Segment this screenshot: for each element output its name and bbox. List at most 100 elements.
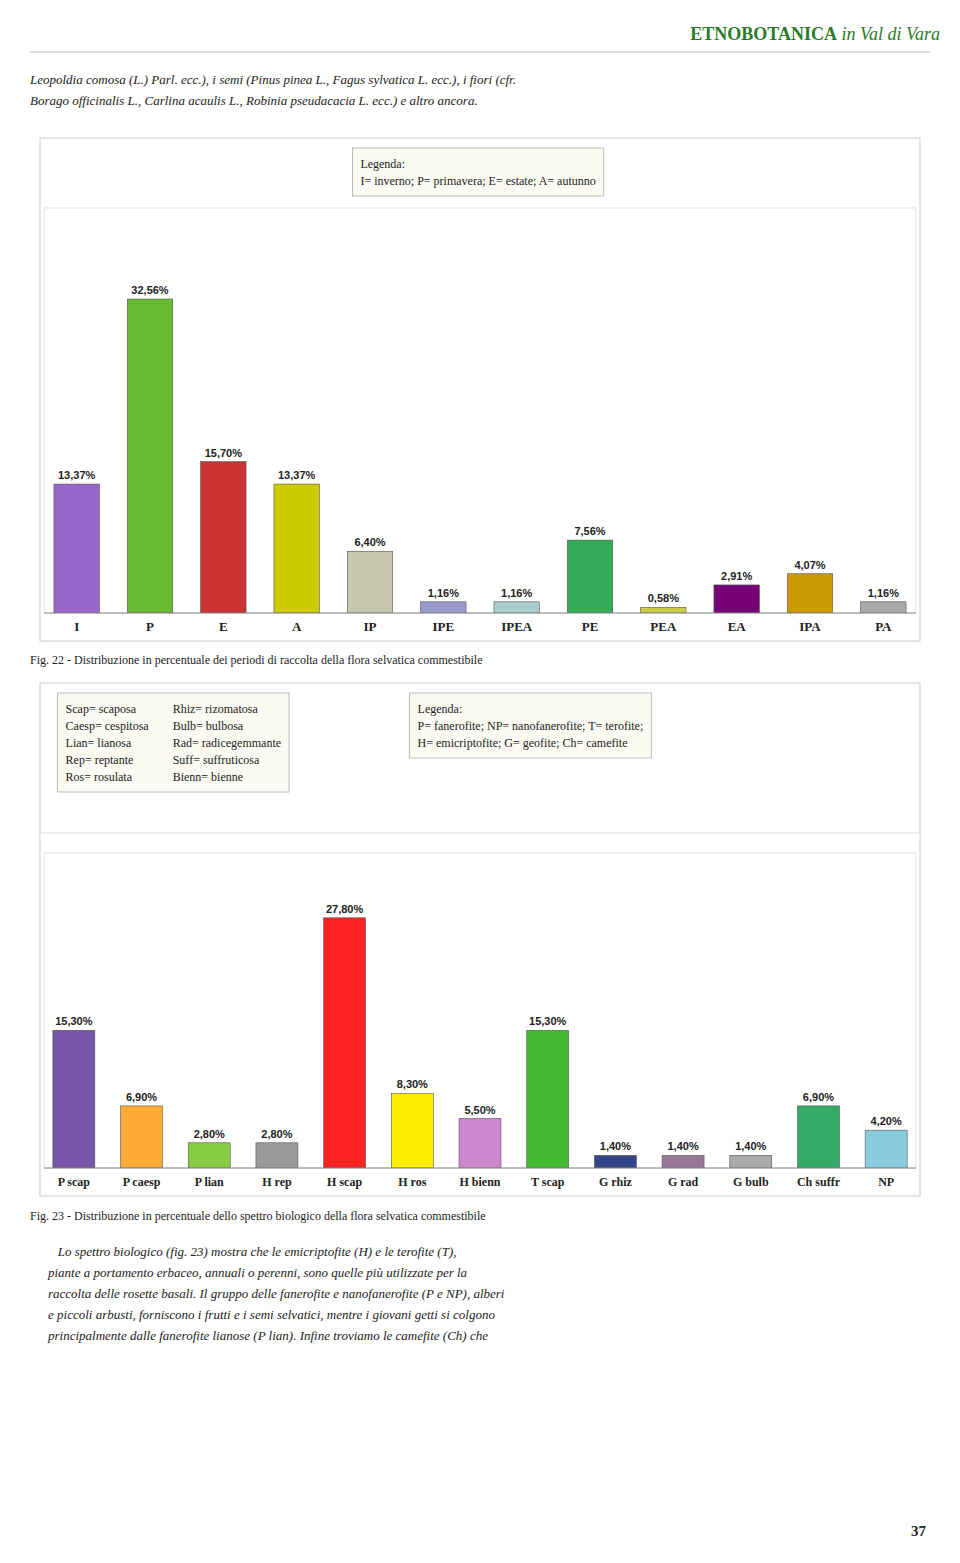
x-tick-label: PE: [582, 619, 599, 634]
x-tick-label: IPA: [799, 619, 821, 634]
bars: [54, 299, 906, 613]
annotation: Scap= scaposa Rhiz= rizomatosa Caesp= cesp…: [58, 693, 289, 792]
chart: 15,30%6,90%2,80%2,80%27,80%8,30%5,50%15,…: [40, 683, 920, 1196]
annotation-box: [410, 693, 652, 758]
bar: [662, 1155, 704, 1168]
annotation-text: Bulb= bulbosa: [173, 719, 244, 733]
bar: [641, 607, 686, 613]
annotation-text: Bienn= bienne: [173, 770, 243, 784]
bar: [459, 1119, 501, 1169]
annotation-text: Caesp= cespitosa: [66, 719, 150, 733]
bar: [594, 1155, 636, 1168]
x-tick-label: H rep: [262, 1175, 292, 1189]
bar: [527, 1030, 569, 1168]
data-label: 13,37%: [58, 469, 96, 481]
annotation-text: H= emicriptofite; G= geofite; Ch= camefi…: [418, 736, 628, 750]
data-label: 5,50%: [464, 1104, 495, 1116]
data-label: 4,20%: [871, 1115, 902, 1127]
data-label: 4,07%: [794, 559, 825, 571]
plot-frame: [44, 853, 916, 1168]
data-label: 6,90%: [126, 1091, 157, 1103]
data-label: 1,40%: [667, 1140, 698, 1152]
bar: [787, 574, 832, 613]
data-label: 0,58%: [648, 592, 679, 604]
x-tick-label: G rhiz: [599, 1175, 633, 1189]
bar: [861, 602, 906, 613]
x-axis: [44, 1168, 916, 1169]
plot-frame: [44, 208, 916, 613]
header: ETNOBOTANICA in Val di Vara: [690, 24, 940, 44]
data-label: 15,30%: [55, 1015, 93, 1027]
bar: [797, 1106, 839, 1168]
annotation-text: Rad= radicegemmante: [173, 736, 281, 750]
body-text: principalmente dalle fanerofite lianose …: [47, 1328, 488, 1343]
bar: [730, 1155, 772, 1168]
data-label: 2,80%: [261, 1128, 292, 1140]
x-tick-label: IP: [364, 619, 377, 634]
annotation-text: Rep= reptante: [66, 753, 134, 767]
page-number: 37: [911, 1523, 927, 1539]
bar: [567, 540, 612, 613]
bar: [53, 1030, 95, 1168]
bar: [188, 1143, 230, 1168]
x-tick-label: NP: [878, 1175, 894, 1189]
annotation-text: Suff= suffruticosa: [173, 753, 260, 767]
bar: [494, 602, 539, 613]
data-label: 1,16%: [428, 587, 459, 599]
chart-panel: [40, 138, 920, 641]
body-text: Lo spettro biologico (fig. 23) mostra ch…: [48, 1244, 456, 1259]
header-bold: ETNOBOTANICA: [690, 24, 837, 44]
annotation-text: Lian= lianosa: [66, 736, 132, 750]
chart-title: Fig. 22 - Distribuzione in percentuale d…: [30, 653, 483, 667]
data-label: 15,30%: [529, 1015, 567, 1027]
x-tick-label: EA: [728, 619, 747, 634]
bar: [127, 299, 172, 613]
annotation-text: Scap= scaposa: [66, 702, 137, 716]
x-tick-label: P caesp: [123, 1175, 161, 1189]
bars: [53, 918, 907, 1168]
data-label: 1,40%: [735, 1140, 766, 1152]
data-label: 6,40%: [354, 536, 385, 548]
x-tick-label: I: [74, 619, 79, 634]
data-label: 32,56%: [131, 284, 169, 296]
annotation: Legenda: P= fanerofite; NP= nanofanerofit…: [410, 693, 652, 758]
data-label: 2,80%: [194, 1128, 225, 1140]
body-text: Borago officinalis L., Carlina acaulis L…: [30, 93, 478, 108]
bar: [256, 1143, 298, 1168]
page: ETNOBOTANICA in Val di VaraLeopoldia com…: [0, 0, 960, 1563]
body-text: e piccoli arbusti, forniscono i frutti e…: [48, 1307, 495, 1322]
data-label: 2,91%: [721, 570, 752, 582]
annotation-text: Ros= rosulata: [66, 770, 133, 784]
header-rule: [30, 52, 930, 53]
bar: [274, 484, 319, 613]
chart-title: Fig. 23 - Distribuzione in percentuale d…: [30, 1209, 486, 1223]
data-label: 13,37%: [278, 469, 316, 481]
x-tick-label: E: [219, 619, 228, 634]
chart-panel: [40, 683, 920, 1196]
bar: [865, 1130, 907, 1168]
x-tick-label: P lian: [195, 1175, 224, 1189]
annotation-text: P= fanerofite; NP= nanofanerofite; T= te…: [418, 719, 644, 733]
bar: [347, 551, 392, 613]
x-tick-label: IPEA: [501, 619, 533, 634]
chart: 13,37% 32,56% 15,70% 13,37% 6,40% 1,16% 1,16% 7…: [40, 138, 920, 641]
x-tick-label: Ch suffr: [797, 1175, 841, 1189]
bar: [714, 585, 759, 613]
data-label: 6,90%: [803, 1091, 834, 1103]
data-label: 1,16%: [868, 587, 899, 599]
x-tick-label: P: [146, 619, 154, 634]
data-label: 7,56%: [574, 525, 605, 537]
x-tick-label: T scap: [531, 1175, 565, 1189]
data-label: 15,70%: [205, 447, 243, 459]
annotation-text: Legenda:: [418, 702, 463, 716]
annotation-text: I= inverno; P= primavera; E= estate; A= …: [360, 174, 595, 188]
data-label: 27,80%: [326, 903, 364, 915]
bar: [54, 484, 99, 613]
data-label: 1,40%: [600, 1140, 631, 1152]
bar: [391, 1093, 433, 1168]
x-tick-label: G bulb: [733, 1175, 769, 1189]
x-tick-label: PEA: [650, 619, 677, 634]
x-axis: [44, 613, 916, 614]
annotation-text: Rhiz= rizomatosa: [173, 702, 259, 716]
bar: [201, 462, 246, 613]
